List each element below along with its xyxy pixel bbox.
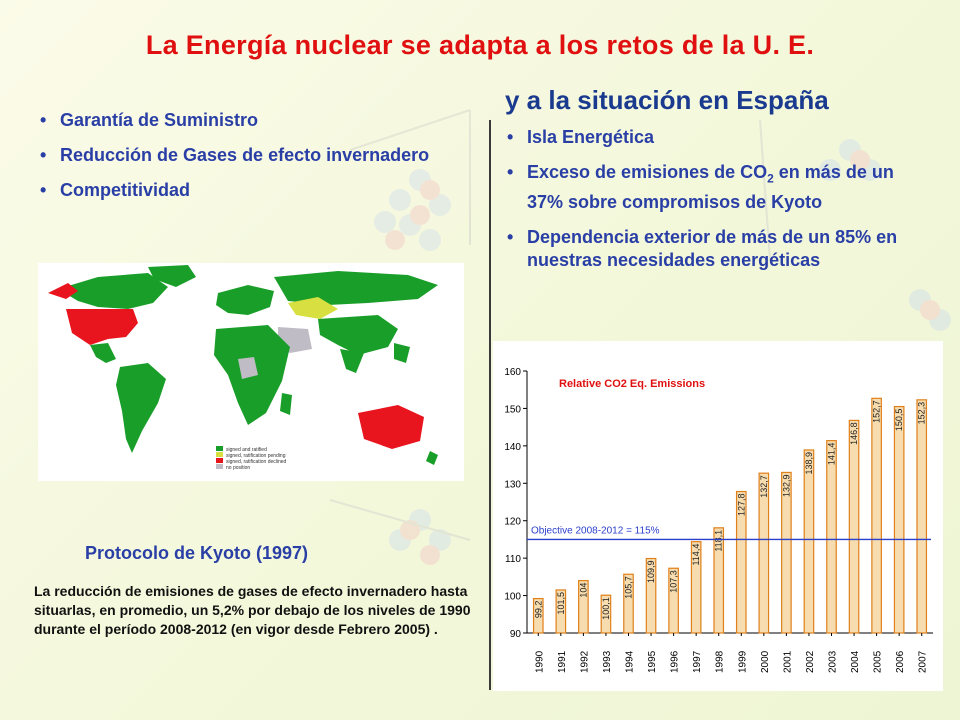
x-tick-label: 2006: [895, 650, 906, 673]
bar-data-label: 141,4: [827, 443, 837, 466]
protocol-description: La reducción de emisiones de gases de ef…: [34, 583, 471, 637]
slide-subtitle: y a la situación en España: [505, 85, 829, 115]
y-tick-label: 110: [505, 554, 521, 565]
bar-data-label: 100,1: [601, 597, 611, 620]
x-tick-label: 2007: [918, 650, 929, 673]
y-tick-label: 160: [504, 367, 521, 378]
bar-data-label: 138,9: [804, 452, 814, 475]
bar-data-label: 99,2: [533, 601, 543, 619]
list-item: Dependencia exterior de más de un 85% en…: [505, 226, 910, 272]
y-tick-label: 120: [504, 517, 521, 528]
bar-data-label: 127,8: [736, 494, 746, 517]
x-tick-label: 1992: [579, 650, 590, 673]
kyoto-world-map: signed and ratified signed, ratification…: [38, 263, 464, 481]
bar: [916, 399, 928, 634]
map-legend: signed and ratified signed, ratification…: [216, 446, 287, 471]
bar: [848, 419, 860, 634]
eu-challenges-list: Garantía de Suministro Reducción de Gase…: [38, 109, 448, 214]
protocol-title: Protocolo de Kyoto (1997): [85, 543, 309, 563]
bar: [826, 440, 837, 634]
emissions-chart: 90 100 110 120 130 140 150 160 99,2 1990 101,5 1991…: [493, 341, 943, 691]
list-item: Exceso de emisiones de CO2 en más de un …: [505, 161, 910, 214]
bar-data-label: 105,7: [624, 576, 634, 599]
bar-data-label: 152,3: [917, 402, 927, 425]
bar-data-label: 132,7: [759, 475, 769, 498]
bar-data-label: 107,3: [669, 570, 679, 593]
legend-label: no position: [226, 465, 250, 471]
x-tick-label: 1994: [625, 650, 636, 673]
slide-title: La Energía nuclear se adapta a los retos…: [145, 30, 815, 60]
legend-label: signed and ratified: [226, 447, 267, 453]
spain-situation-list: Isla Energética Exceso de emisiones de C…: [505, 126, 910, 284]
list-item: Garantía de Suministro: [38, 109, 448, 132]
bar-data-label: 150,5: [894, 409, 904, 432]
y-tick-label: 150: [504, 404, 521, 415]
x-tick-label: 1993: [602, 650, 613, 673]
list-item: Competitividad: [38, 179, 448, 202]
emissions-chart-svg: 90 100 110 120 130 140 150 160 99,2 1990 101,5 1991…: [504, 367, 933, 673]
bar-data-label: 118,1: [714, 530, 724, 552]
bar-data-label: 109,9: [646, 561, 656, 584]
bar-data-label: 101,5: [556, 592, 566, 615]
legend-label: signed, ratification declined: [226, 459, 287, 465]
x-tick-label: 1995: [647, 650, 658, 673]
bar-data-label: 104: [578, 583, 588, 598]
vertical-divider: [489, 120, 491, 690]
bar-data-label: 146,8: [849, 422, 859, 445]
x-tick-label: 2004: [850, 650, 861, 673]
y-tick-label: 100: [504, 592, 521, 603]
bar-data-label: 152,7: [872, 400, 882, 423]
x-tick-label: 1998: [715, 650, 726, 673]
y-tick-label: 90: [510, 629, 522, 640]
bar: [893, 405, 905, 634]
x-tick-label: 1999: [737, 650, 748, 673]
bar: [871, 397, 882, 634]
x-tick-label: 2005: [873, 650, 884, 673]
legend-label: signed, ratification pending: [226, 453, 286, 459]
list-item: Reducción de Gases de efecto invernadero: [38, 144, 448, 167]
x-tick-label: 2003: [828, 650, 839, 673]
x-tick-label: 1991: [557, 650, 568, 673]
objective-label: Objective 2008-2012 = 115%: [531, 525, 660, 536]
x-tick-label: 2002: [805, 650, 816, 673]
x-tick-label: 2001: [782, 650, 793, 673]
x-tick-label: 2000: [760, 650, 771, 673]
bar-data-label: 132,9: [781, 474, 791, 497]
bar-data-label: 114,4: [691, 544, 701, 566]
bar: [803, 449, 815, 634]
x-tick-label: 1997: [692, 650, 703, 673]
map-countries: [48, 265, 438, 465]
x-tick-label: 1990: [534, 650, 545, 673]
y-tick-label: 130: [504, 479, 521, 490]
y-tick-label: 140: [504, 442, 521, 453]
list-item: Isla Energética: [505, 126, 910, 149]
x-tick-label: 1996: [670, 650, 681, 673]
chart-title: Relative CO2 Eq. Emissions: [559, 378, 705, 390]
